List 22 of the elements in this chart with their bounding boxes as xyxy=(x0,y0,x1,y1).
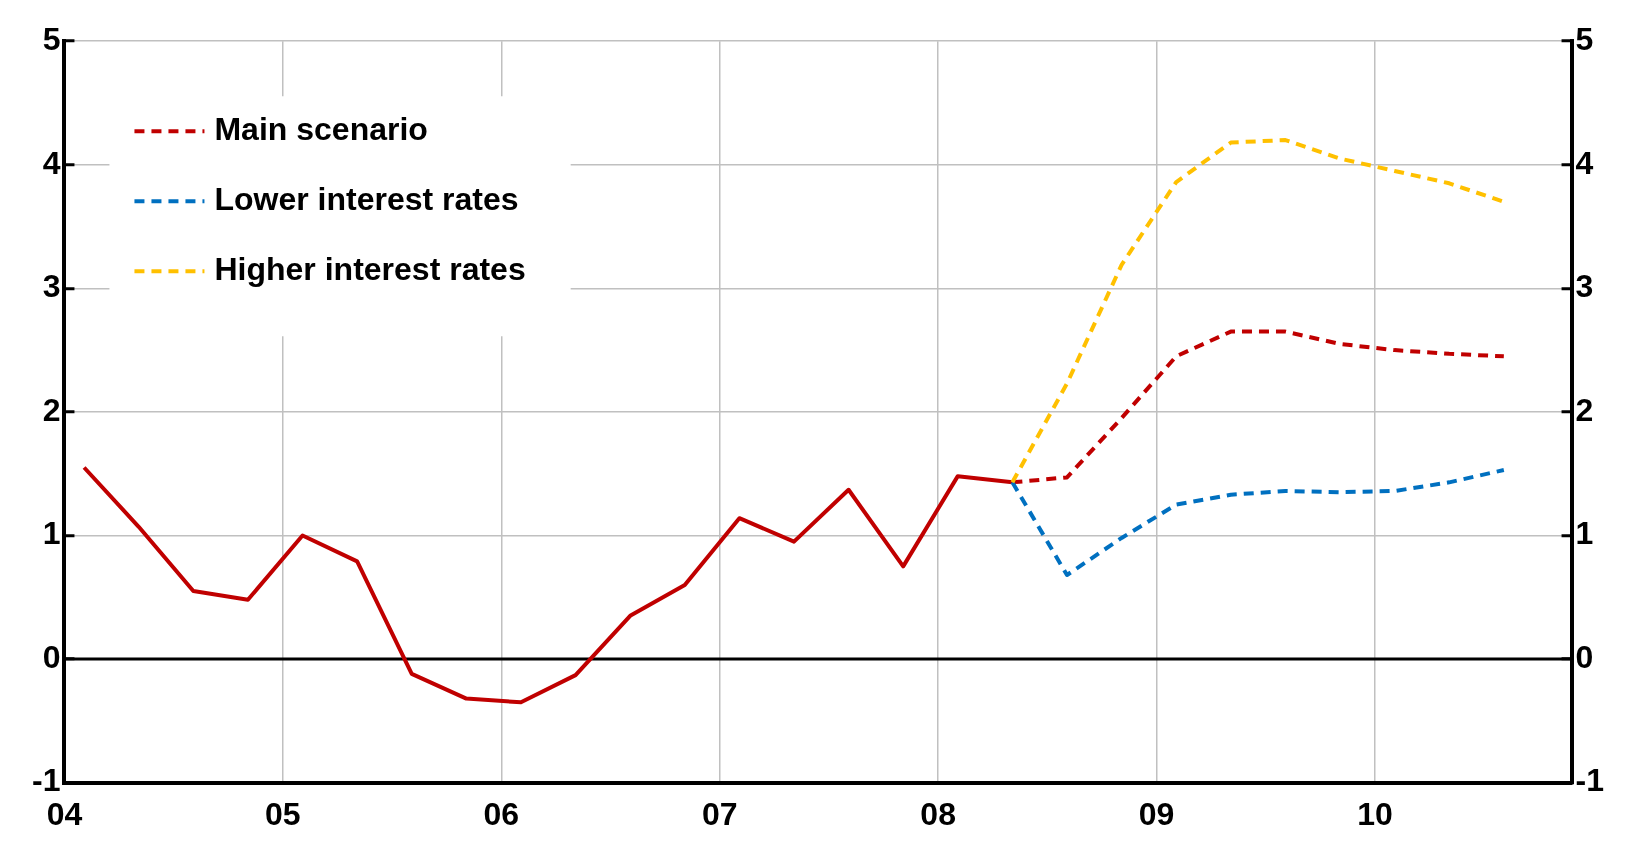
y-tick-label: 5 xyxy=(42,21,61,58)
y2-tick-label: 2 xyxy=(1575,391,1594,428)
y2-tick-label: 5 xyxy=(1575,21,1594,58)
legend-label: Lower interest rates xyxy=(214,181,519,218)
x-tick-label: 06 xyxy=(483,795,520,832)
x-tick-label: 09 xyxy=(1138,795,1175,832)
y2-tick-label: 1 xyxy=(1575,515,1594,552)
x-tick-label: 10 xyxy=(1357,795,1393,832)
y-tick-label: 2 xyxy=(42,391,61,428)
legend-label: Higher interest rates xyxy=(214,251,526,288)
y2-tick-label: 4 xyxy=(1575,144,1594,181)
y-tick-label: 3 xyxy=(42,268,61,305)
y2-tick-label: 0 xyxy=(1575,638,1594,675)
x-tick-label: 05 xyxy=(265,795,301,832)
y2-tick-label: -1 xyxy=(1575,762,1604,799)
x-tick-label: 07 xyxy=(701,795,738,832)
legend-label: Main scenario xyxy=(214,111,428,148)
y-tick-label: 4 xyxy=(42,144,61,181)
x-tick-label: 08 xyxy=(920,795,956,832)
y-tick-label: 1 xyxy=(42,515,61,552)
y-tick-label: 0 xyxy=(42,638,61,675)
y2-tick-label: 3 xyxy=(1575,268,1594,305)
